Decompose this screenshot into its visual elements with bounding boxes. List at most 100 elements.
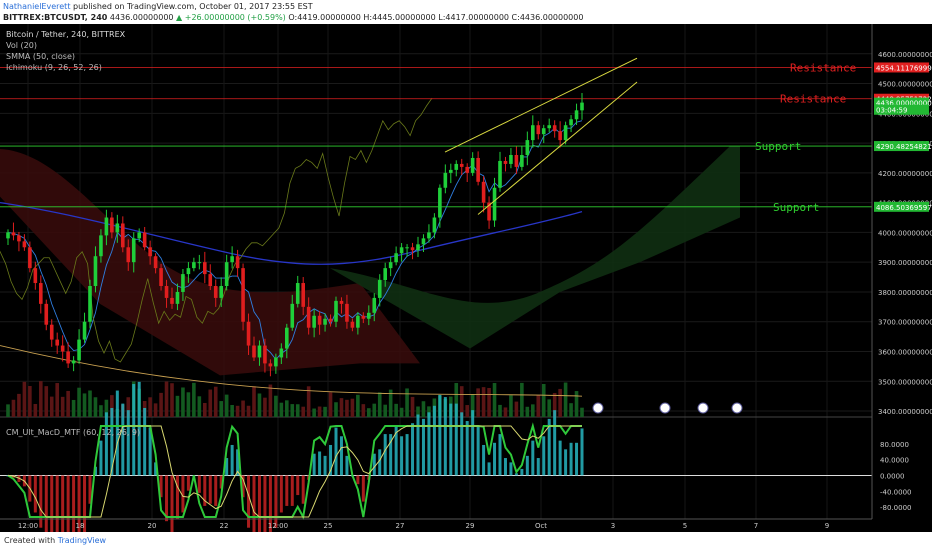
macd-histogram-bar	[547, 418, 551, 476]
x-tick-label: Oct	[535, 522, 547, 530]
macd-histogram-bar	[558, 440, 562, 476]
macd-histogram-bar	[372, 453, 376, 476]
change-text: ▲ +26.00000000 (+0.59%)	[176, 13, 286, 22]
macd-histogram-bar	[214, 475, 218, 506]
macd-histogram-bar	[143, 407, 147, 476]
legend-title: Bitcoin / Tether, 240, BITTREX	[6, 30, 126, 39]
macd-histogram-bar	[438, 394, 442, 476]
y-tick-label: 4200.00000000	[878, 170, 932, 178]
candle	[28, 247, 32, 269]
candle	[356, 315, 360, 328]
macd-histogram-bar	[427, 412, 431, 476]
candle	[219, 286, 223, 298]
y-tick-label: 3700.00000000	[878, 319, 932, 327]
macd-histogram-bar	[137, 381, 141, 476]
macd-histogram-bar	[542, 436, 546, 476]
created-with: Created with	[4, 536, 56, 545]
macd-histogram-bar	[482, 444, 486, 476]
volume-bar	[153, 403, 158, 417]
y-tick-label: 4000.00000000	[878, 229, 932, 237]
macd-histogram-bar	[285, 475, 289, 506]
volume-bar	[295, 404, 300, 417]
candle	[394, 253, 398, 263]
x-tick-label: 12:00	[18, 522, 38, 530]
macd-histogram-bar	[503, 458, 507, 476]
y-tick-label: 3600.00000000	[878, 349, 932, 357]
candle	[285, 327, 289, 349]
volume-bar	[235, 405, 240, 417]
x-tick-label: 20	[148, 522, 157, 530]
legend-smma: SMMA (50, close)	[6, 52, 75, 61]
candle	[481, 181, 486, 203]
candle	[449, 169, 453, 173]
volume-bar	[88, 390, 92, 417]
volume-bar	[514, 401, 519, 417]
tradingview-logo[interactable]: TradingView	[57, 536, 107, 545]
macd-histogram-bar	[553, 410, 557, 476]
volume-bar	[372, 403, 377, 417]
level-label: Support	[773, 201, 819, 214]
volume-bar	[175, 395, 180, 417]
volume-bar	[44, 386, 49, 417]
volume-bar	[55, 383, 59, 417]
candle	[416, 244, 420, 251]
volume-bar	[279, 402, 284, 417]
macd-histogram-bar	[443, 397, 447, 476]
macd-histogram-bar	[165, 475, 169, 522]
macd-tick-label: -40.0000	[880, 488, 911, 496]
volume-bar	[520, 382, 524, 417]
volume-bar	[197, 396, 202, 417]
candle	[345, 303, 349, 322]
macd-histogram-bar	[312, 453, 316, 476]
volume-bar	[285, 400, 289, 417]
macd-histogram-bar	[252, 475, 256, 532]
candle	[203, 262, 207, 275]
candle	[235, 256, 240, 269]
macd-histogram-bar	[247, 475, 251, 528]
volume-bar	[470, 394, 475, 417]
volume-bar	[186, 392, 191, 417]
volume-bar	[541, 383, 546, 417]
macd-histogram-bar	[83, 475, 87, 532]
candle	[246, 321, 251, 346]
price-axis: 4600.000000004500.000000004400.000000004…	[871, 24, 932, 519]
candle	[465, 166, 469, 173]
candle	[164, 286, 169, 298]
macd-histogram-bar	[77, 475, 81, 532]
x-tick-label: 27	[396, 522, 405, 530]
candle	[197, 262, 202, 264]
candle	[427, 232, 431, 239]
macd-histogram-bar	[268, 475, 272, 532]
candle	[11, 232, 16, 236]
volume-bar	[323, 406, 327, 417]
volume-bar	[481, 387, 486, 417]
volume-bar	[383, 404, 387, 417]
candle	[328, 318, 333, 322]
x-tick-label: 25	[324, 522, 333, 530]
candle	[137, 232, 141, 239]
volume-bar	[339, 398, 344, 417]
candle	[312, 315, 316, 328]
price-tag	[874, 104, 929, 115]
price-chart[interactable]: Resistance Resistance Support Support 80.00…	[0, 24, 932, 532]
author-link[interactable]: NathanielEverett	[3, 2, 71, 11]
macd-histogram-bar	[203, 475, 207, 506]
candle	[525, 140, 530, 155]
candle	[142, 232, 147, 248]
candle	[531, 125, 535, 141]
macd-histogram-bar	[361, 475, 365, 502]
smma-line	[0, 201, 583, 265]
candle	[503, 160, 508, 164]
y-tick-label: 3400.00000000	[878, 408, 932, 416]
volume-bar	[192, 382, 196, 417]
candle	[17, 235, 21, 242]
price-tag	[874, 62, 929, 73]
candle	[274, 357, 278, 367]
volume-bar	[405, 388, 409, 417]
candle	[388, 262, 393, 269]
x-tick-label: 29	[466, 522, 475, 530]
volume-bar	[181, 387, 185, 417]
macd-histogram-bar	[389, 434, 393, 476]
macd-histogram-bar	[263, 475, 267, 532]
macd-pane: 80.0000 40.0000 0.0000 -40.0000 -80.0000	[0, 381, 911, 532]
